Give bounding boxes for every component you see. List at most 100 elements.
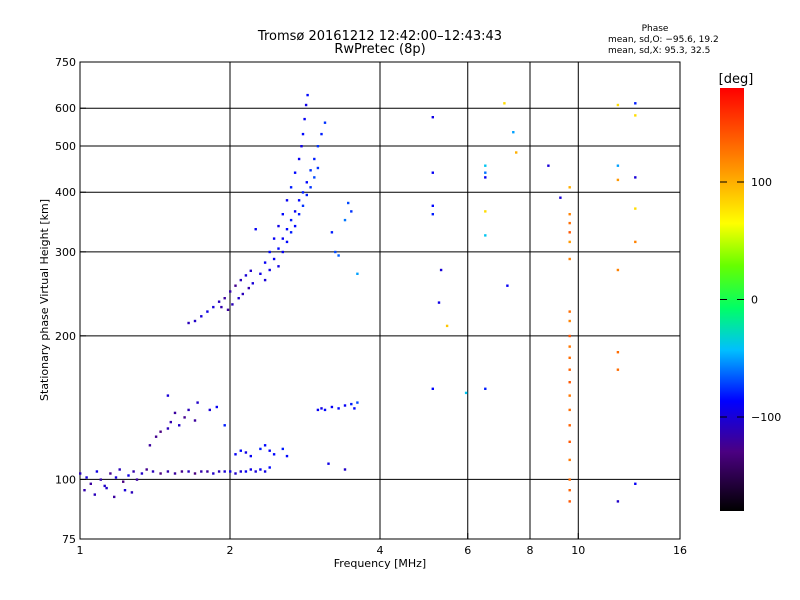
data-point xyxy=(616,164,620,167)
data-point xyxy=(281,447,284,451)
data-point xyxy=(304,103,308,107)
data-point xyxy=(547,164,550,167)
grid-lines xyxy=(80,62,680,539)
data-point xyxy=(212,305,215,309)
data-point xyxy=(323,408,327,412)
data-point xyxy=(263,278,267,282)
data-point xyxy=(559,196,562,199)
data-point xyxy=(634,240,637,244)
data-point xyxy=(217,470,221,473)
data-point xyxy=(281,250,284,254)
data-point xyxy=(330,231,334,234)
data-point xyxy=(300,145,303,148)
data-point xyxy=(431,213,434,216)
data-point xyxy=(272,237,276,240)
y-axis-label: Stationary phase Virtual Height [km] xyxy=(38,199,51,401)
data-point xyxy=(320,407,323,410)
data-point xyxy=(343,404,347,407)
data-point xyxy=(568,257,571,261)
data-point xyxy=(272,453,276,456)
y-tick-label: 100 xyxy=(55,473,76,486)
data-point xyxy=(503,102,506,105)
data-point xyxy=(215,405,218,409)
data-point xyxy=(268,250,271,254)
data-point xyxy=(616,268,620,272)
data-point xyxy=(353,407,356,410)
data-point xyxy=(159,472,162,475)
data-point xyxy=(568,334,571,338)
data-point xyxy=(166,427,170,430)
data-point xyxy=(431,204,434,207)
data-point xyxy=(309,169,312,172)
data-point xyxy=(200,470,203,473)
chart-subtitle: RwPretec (8p) xyxy=(334,42,425,57)
data-point xyxy=(305,181,308,184)
data-point xyxy=(316,166,320,170)
data-point xyxy=(568,381,571,384)
chart-title: Tromsø 20161212 12:42:00–12:43:43 xyxy=(257,29,502,44)
data-point xyxy=(145,468,148,471)
data-point xyxy=(173,472,177,475)
y-tick-label: 400 xyxy=(55,186,76,199)
data-point xyxy=(356,272,359,275)
data-point xyxy=(337,407,340,410)
data-point xyxy=(568,394,571,397)
data-point xyxy=(277,247,280,250)
data-point xyxy=(206,470,209,473)
data-point xyxy=(247,286,250,290)
x-tick-label: 10 xyxy=(571,544,585,557)
data-point xyxy=(301,191,305,194)
data-point xyxy=(313,157,316,161)
data-point xyxy=(169,420,172,424)
data-point xyxy=(297,213,301,216)
colorbar-tick-label: 0 xyxy=(751,294,758,307)
data-point xyxy=(305,193,308,197)
data-point xyxy=(217,300,221,303)
data-point xyxy=(127,474,130,477)
data-point xyxy=(484,387,487,390)
data-point xyxy=(193,472,197,475)
data-point xyxy=(327,462,330,465)
x-tick-label: 1 xyxy=(77,544,84,557)
x-tick-label: 4 xyxy=(377,544,384,557)
data-point xyxy=(445,324,449,328)
y-tick-label: 500 xyxy=(55,140,76,153)
data-point xyxy=(616,500,620,503)
data-point xyxy=(196,401,199,404)
data-point xyxy=(99,478,102,481)
colorbar-tick-label: 100 xyxy=(751,176,772,189)
data-point xyxy=(293,210,297,213)
data-point xyxy=(229,290,232,293)
data-point xyxy=(616,103,620,107)
data-point xyxy=(234,472,237,475)
data-point xyxy=(251,282,254,285)
data-point xyxy=(193,419,197,422)
data-point xyxy=(337,254,340,257)
data-point xyxy=(568,186,571,189)
data-points xyxy=(79,93,637,503)
data-point xyxy=(130,491,134,494)
data-point xyxy=(350,402,353,406)
data-point xyxy=(135,478,139,481)
data-point xyxy=(297,157,301,161)
data-point xyxy=(237,297,240,300)
data-point xyxy=(285,228,289,231)
data-point xyxy=(226,308,230,311)
data-point xyxy=(634,207,637,210)
data-point xyxy=(249,468,252,471)
data-point xyxy=(616,368,620,371)
data-point xyxy=(289,186,293,189)
data-point xyxy=(334,250,337,254)
data-point xyxy=(289,231,293,234)
data-point xyxy=(83,489,86,492)
data-point xyxy=(568,408,571,412)
data-point xyxy=(244,451,248,454)
data-point xyxy=(166,470,170,473)
data-point xyxy=(223,297,226,300)
data-point xyxy=(323,121,327,124)
data-point xyxy=(206,310,209,313)
data-point xyxy=(330,405,334,409)
data-point xyxy=(316,145,320,148)
data-point xyxy=(515,151,518,154)
data-point xyxy=(148,444,152,447)
